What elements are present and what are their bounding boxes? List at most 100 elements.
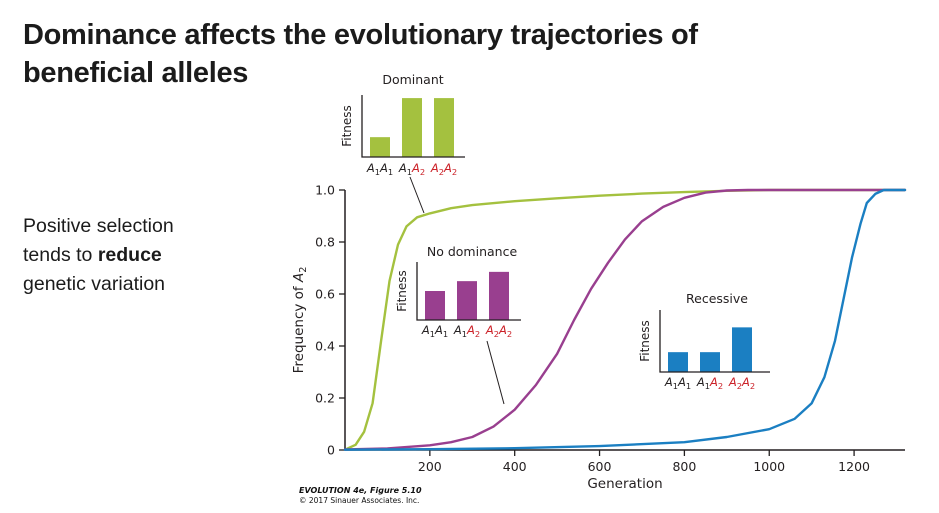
y-axis-label: Frequency of A2 (291, 267, 309, 374)
slide-title-line1: Dominance affects the evolutionary traje… (23, 19, 698, 51)
allele-letter: A (485, 323, 494, 337)
inset-axes (659, 310, 770, 373)
allele-subscript: 2 (750, 381, 755, 391)
bar-A1A1 (425, 291, 445, 320)
allele-letter: A (453, 323, 462, 337)
genotype-label: A1A1 (664, 375, 691, 391)
y-tick-label: 1.0 (315, 183, 335, 198)
allele-letter: A (709, 375, 718, 389)
y-tick-label: 0.8 (315, 235, 335, 250)
inset-axes (416, 262, 521, 321)
genotype-label: A1A2 (453, 323, 480, 339)
inset-ylabel: Fitness (638, 320, 652, 362)
inset-bg (640, 286, 782, 394)
allele-letter: A (696, 375, 705, 389)
y-tick-label: 0.2 (315, 391, 335, 406)
genotype-label: A1A2 (696, 375, 723, 391)
allele-subscript: 1 (388, 167, 393, 177)
genotype-label: A2A2 (485, 323, 512, 339)
slide-title-line2: beneficial alleles (23, 57, 249, 89)
side-note-line2: tends to reduce (23, 241, 174, 270)
bar-A2A2 (489, 271, 509, 320)
allele-subscript: 2 (507, 329, 512, 339)
bar-A1A1 (370, 137, 390, 157)
x-tick-label: 400 (503, 459, 527, 474)
x-tick-label: 1000 (753, 459, 785, 474)
slide-title: Dominance affects the evolutionary traje… (23, 16, 698, 92)
y-tick-label: 0 (327, 443, 335, 458)
side-note-emphasis: reduce (97, 244, 162, 266)
bar-A1A1 (668, 352, 688, 372)
curve-dominant (345, 188, 907, 450)
allele-letter: A (398, 161, 407, 175)
allele-letter: A (677, 375, 686, 389)
x-tick-label: 200 (418, 459, 442, 474)
genotype-label: A2A2 (430, 161, 457, 177)
bar-A1A2 (700, 352, 720, 372)
allele-subscript: 1 (705, 381, 710, 391)
inset-title: Dominant (382, 72, 443, 87)
side-note-line3: genetic variation (23, 273, 166, 295)
inset-axes (361, 95, 465, 158)
credit-line2: © 2017 Sinauer Associates, Inc. (299, 496, 420, 503)
allele-letter: A (434, 323, 443, 337)
inset-ylabel: Fitness (395, 270, 409, 312)
curve-recessive (343, 188, 907, 451)
allele-subscript: 1 (407, 167, 412, 177)
y-tick-label: 0.6 (315, 287, 335, 302)
credit-line1: EVOLUTION 4e, Figure 5.10 (299, 486, 422, 495)
allele-subscript: 1 (430, 329, 435, 339)
x-tick-label: 600 (588, 459, 612, 474)
allele-subscript: 2 (475, 329, 480, 339)
allele-subscript: 1 (462, 329, 467, 339)
allele-letter: A (664, 375, 673, 389)
side-note: Positive selection tends to reduce genet… (23, 212, 174, 299)
x-axis-label: Generation (587, 476, 662, 492)
allele-subscript: 1 (686, 381, 691, 391)
allele-subscript: 2 (439, 167, 444, 177)
curve-no_dominance (343, 188, 907, 451)
side-note-line2-text: tends to (23, 244, 98, 266)
allele-subscript: 2 (298, 267, 309, 273)
genotype-label: A1A2 (398, 161, 425, 177)
x-tick-label: 800 (672, 459, 696, 474)
allele-letter: A (411, 161, 420, 175)
allele-subscript: 2 (420, 167, 425, 177)
callout-line (486, 340, 505, 405)
allele-letter: A (466, 323, 475, 337)
bar-A2A2 (732, 327, 752, 372)
allele-subscript: 1 (375, 167, 380, 177)
allele-subscript: 2 (737, 381, 742, 391)
allele-letter: A (430, 161, 439, 175)
y-tick-label: 0.4 (315, 339, 335, 354)
allele-letter: A (379, 161, 388, 175)
allele-subscript: 2 (718, 381, 723, 391)
text-run: Frequency of (291, 282, 307, 373)
x-tick-label: 1200 (838, 459, 870, 474)
figure-credit: EVOLUTION 4e, Figure 5.10 © 2017 Sinauer… (299, 486, 422, 503)
inset-ylabel: Fitness (340, 105, 354, 147)
inset-title: Recessive (686, 291, 748, 306)
allele-letter: A (366, 161, 375, 175)
allele-letter: A (498, 323, 507, 337)
allele-letter: A (728, 375, 737, 389)
side-note-line1: Positive selection (23, 215, 174, 237)
allele-subscript: 1 (443, 329, 448, 339)
allele-letter: A (443, 161, 452, 175)
genotype-label: A2A2 (728, 375, 755, 391)
allele-letter: A (421, 323, 430, 337)
genotype-label: A1A1 (421, 323, 448, 339)
bar-A1A2 (457, 281, 477, 320)
allele-subscript: 2 (452, 167, 457, 177)
allele-subscript: 1 (673, 381, 678, 391)
bar-A2A2 (434, 98, 454, 157)
genotype-label: A1A1 (366, 161, 393, 177)
allele-subscript: 2 (494, 329, 499, 339)
allele-letter: A (291, 273, 307, 283)
allele-letter: A (741, 375, 750, 389)
